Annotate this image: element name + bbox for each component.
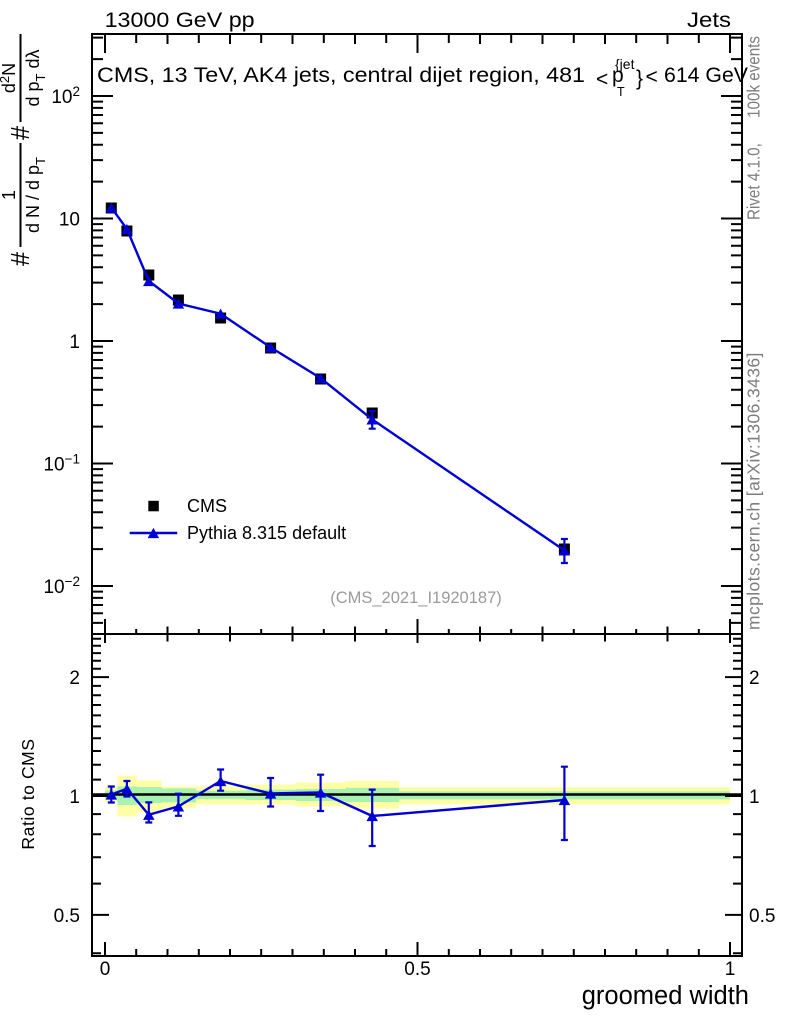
svg-text:1: 1 [749,787,760,808]
svg-text:Jets: Jets [687,9,731,32]
svg-text:CMS, 13 TeV, AK4 jets, central: CMS, 13 TeV, AK4 jets, central dijet reg… [97,64,585,87]
svg-text:0.5: 0.5 [749,906,775,927]
svg-text:}: } [636,67,643,90]
svg-text:T: T [617,85,625,99]
svg-text:614 GeV: 614 GeV [664,64,748,87]
svg-text:10: 10 [59,210,80,231]
svg-text:{jet: {jet [615,56,635,72]
svg-text:Rivet 4.1.0, 100k events: Rivet 4.1.0, 100k events [744,36,764,220]
svg-text:13000 GeV pp: 13000 GeV pp [105,9,255,32]
svg-text:d2N: d2N [0,63,19,93]
svg-text:1: 1 [69,787,80,808]
svg-text:0: 0 [100,959,111,980]
svg-text:<: < [596,68,608,91]
svg-text:<: < [646,66,658,89]
svg-text:(CMS_2021_I1920187): (CMS_2021_I1920187) [330,589,502,607]
svg-text:groomed width: groomed width [582,982,749,1010]
svg-text:1: 1 [725,959,736,980]
svg-text:2: 2 [69,668,80,689]
svg-text:Ratio to CMS: Ratio to CMS [18,738,38,849]
svg-text:Pythia 8.315 default: Pythia 8.315 default [187,523,346,543]
svg-text:10−1: 10−1 [43,452,80,476]
svg-text:0.5: 0.5 [404,959,430,980]
svg-text:1: 1 [0,190,19,200]
svg-text:#: # [7,251,35,266]
svg-text:#: # [7,125,35,140]
svg-text:0.5: 0.5 [54,906,80,927]
svg-text:p: p [612,64,624,87]
svg-text:1: 1 [69,332,80,353]
svg-text:2: 2 [749,668,760,689]
svg-text:CMS: CMS [187,496,227,516]
svg-text:mcplots.cern.ch [arXiv:1306.34: mcplots.cern.ch [arXiv:1306.3436] [744,352,764,630]
